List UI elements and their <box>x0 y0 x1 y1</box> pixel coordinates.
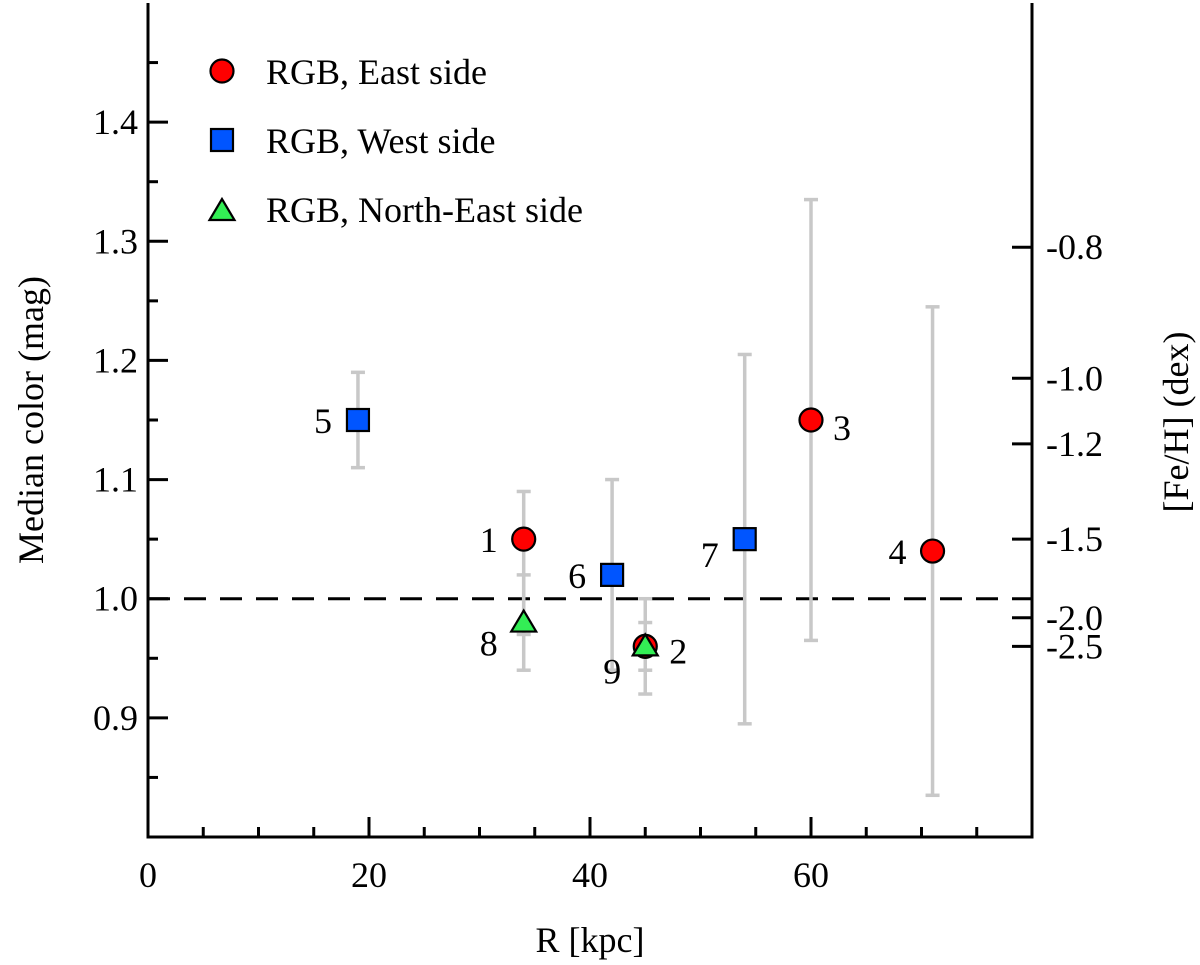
marker-circle-3 <box>798 407 824 433</box>
y-axis-title-right: [Fe/H] (dex) <box>1156 332 1196 513</box>
y-axis-title: Median color (mag) <box>11 276 51 564</box>
point-label-5: 5 <box>314 401 332 441</box>
point-label-1: 1 <box>480 520 498 560</box>
y-tick-label: 1.2 <box>93 340 138 380</box>
legend-marker-circle <box>209 58 235 84</box>
point-label-9: 9 <box>603 651 621 691</box>
legend-entry-triangle: RGB, North-East side <box>207 190 583 230</box>
right-tick-label: -2.0 <box>1046 598 1103 638</box>
marker-triangle-8 <box>509 608 539 633</box>
legend-entry-square: RGB, West side <box>209 121 495 161</box>
y-tick-label: 0.9 <box>93 698 138 738</box>
y-tick-label: 1.0 <box>93 579 138 619</box>
point-label-6: 6 <box>568 556 586 596</box>
x-tick-label: 60 <box>793 855 829 895</box>
axes: 0 20 40 60 0.9 1.0 1.1 1.2 1.3 1.4 -0.8 -1.0 -1.2 -1.… <box>11 3 1196 960</box>
point-label-2: 2 <box>669 631 687 671</box>
legend-marker-square <box>209 127 235 153</box>
marker-circle-1 <box>511 526 537 552</box>
y-tick-label: 1.3 <box>93 221 138 261</box>
point-label-4: 4 <box>889 532 907 572</box>
point-label-7: 7 <box>701 535 719 575</box>
y-tick-label: 1.4 <box>93 102 138 142</box>
error-bars <box>350 197 940 798</box>
legend-label: RGB, West side <box>266 121 495 161</box>
markers <box>345 407 946 659</box>
right-tick-label: -0.8 <box>1046 227 1103 267</box>
marker-circle-4 <box>919 538 946 564</box>
marker-triangle-9 <box>630 632 660 657</box>
right-tick-label: -1.2 <box>1046 424 1103 464</box>
point-label-3: 3 <box>833 408 851 448</box>
marker-square-6 <box>599 562 625 587</box>
right-tick-label: -2.5 <box>1046 626 1103 666</box>
right-tick-label: -1.5 <box>1046 519 1103 559</box>
legend-entry-circle: RGB, East side <box>209 52 487 92</box>
x-tick-label: 20 <box>351 855 387 895</box>
legend-marker-triangle <box>207 196 237 222</box>
legend: RGB, East side RGB, West side RGB, North-E… <box>207 52 583 230</box>
x-tick-label: 0 <box>139 855 157 895</box>
x-tick-label: 40 <box>572 855 608 895</box>
y-tick-label: 1.1 <box>93 460 138 500</box>
x-axis-title: R [kpc] <box>536 920 645 960</box>
marker-square-7 <box>732 527 757 552</box>
right-tick-label: -1.0 <box>1046 358 1103 398</box>
point-labels: 1 2 3 4 5 6 7 8 9 <box>314 401 907 691</box>
legend-label: RGB, East side <box>266 52 487 92</box>
point-label-8: 8 <box>480 624 498 664</box>
legend-label: RGB, North-East side <box>266 190 583 230</box>
marker-square-5 <box>345 407 371 433</box>
